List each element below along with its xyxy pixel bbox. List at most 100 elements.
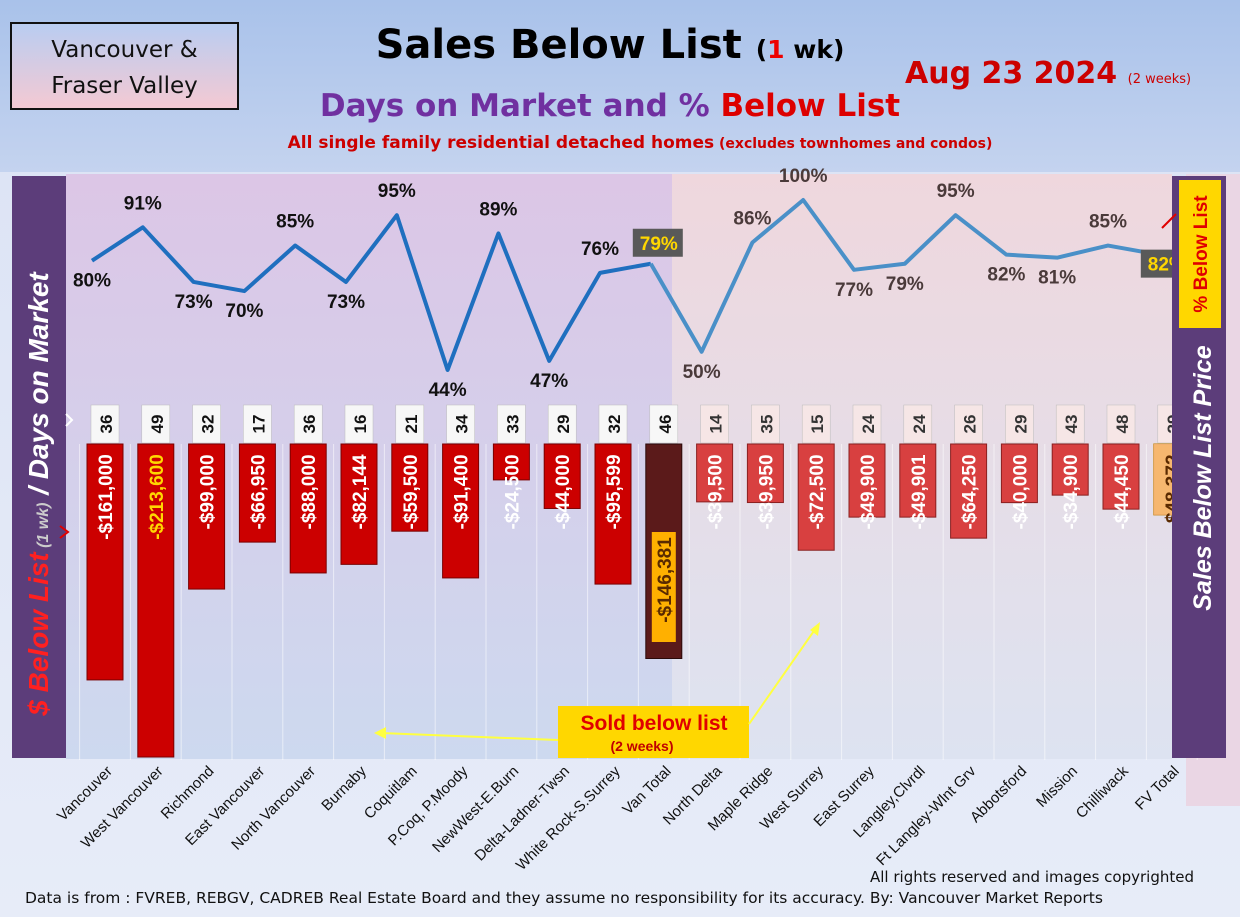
dom-label: 34 [453, 414, 472, 433]
dom-box [141, 404, 171, 444]
dom-label: 46 [656, 415, 675, 434]
bar-value-label: -$59,500 [401, 454, 422, 529]
bar-value-label: -$44,450 [1112, 454, 1133, 529]
annotation-main: Sold below list [580, 712, 727, 735]
dom-label: 49 [148, 415, 167, 434]
pct-label: 79% [640, 234, 678, 255]
annotation-arrowhead-right [810, 622, 820, 636]
dom-box [1106, 404, 1136, 444]
dom-label: 15 [808, 415, 827, 434]
chart-subnote: All single family residential detached h… [180, 133, 1100, 153]
pct-label: 95% [937, 181, 975, 202]
bar-value-label: -$49,900 [858, 454, 879, 529]
bar-value-label: -$34,900 [1061, 454, 1082, 529]
dom-label: 16 [351, 415, 370, 434]
dom-box [293, 404, 323, 444]
below-list-bar [188, 443, 226, 590]
dom-box [344, 404, 374, 444]
title-main: Sales Below List [375, 22, 742, 68]
region-box: Vancouver & Fraser Valley [10, 22, 239, 110]
category-label: Chilliwack [1073, 762, 1133, 822]
dom-box [90, 404, 120, 444]
left-axis-label-red: $ Below List [23, 551, 54, 717]
pct-label: 73% [175, 292, 213, 313]
subnote-small: (excludes townhomes and condos) [714, 136, 993, 152]
annotation-arrow-right [748, 627, 817, 725]
pct-line-van [90, 213, 652, 372]
dom-box [192, 404, 221, 444]
right-box [1179, 180, 1221, 328]
below-list-bar [1102, 443, 1140, 510]
pct-line-fv [649, 198, 1160, 354]
below-list-bar [86, 443, 124, 681]
dom-box [598, 404, 628, 444]
below-list-bar [848, 443, 886, 518]
report-date: Aug 23 2024 (2 weeks) [905, 56, 1235, 91]
dom-box [903, 404, 933, 444]
bar-value-label: -$39,500 [706, 454, 727, 529]
date-main: Aug 23 2024 [905, 56, 1118, 91]
pct-label: 73% [327, 292, 365, 313]
right-axis-label: Sales Below List Price [1189, 345, 1217, 610]
subnote-main: All single family residential detached h… [287, 133, 715, 153]
dom-box [649, 404, 679, 444]
title-unit: wk) [784, 35, 845, 64]
pct-label: 81% [1038, 268, 1076, 289]
dom-label: 36 [97, 415, 116, 434]
annotation-arrow-left [379, 732, 559, 741]
region-line-1: Vancouver & [51, 37, 198, 63]
pct-label: 80% [73, 271, 111, 292]
pct-label: 85% [276, 212, 314, 233]
pct-label: 44% [429, 380, 467, 401]
dom-label: 43 [1062, 415, 1081, 434]
bar-value-label: -$95,599 [604, 454, 625, 529]
dom-box [954, 404, 983, 444]
bar-value-label: -$49,901 [909, 454, 930, 529]
dom-box [497, 404, 526, 444]
pct-label: 50% [683, 362, 721, 383]
bar-value-label: -$88,000 [299, 454, 320, 529]
dom-box [1005, 404, 1034, 444]
bar-value-label: -$146,381 [655, 537, 676, 623]
pct-label: 86% [733, 209, 771, 230]
below-list-bar [746, 443, 784, 504]
annotation-sub: (2 weeks) [610, 738, 673, 754]
below-list-bar [696, 443, 734, 503]
below-list-bar [442, 443, 480, 579]
right-box-label: % Below List [1191, 195, 1212, 313]
bar-value-label: -$91,400 [452, 454, 473, 529]
category-label: Ft Langley-Wlnt Grv [873, 762, 980, 869]
dom-box [801, 404, 831, 444]
dom-label: 33 [503, 415, 522, 434]
dom-label: 48 [1113, 415, 1132, 434]
chart-title: Sales Below List (1 wk) [300, 22, 920, 68]
category-label: NewWest-E.Burn [429, 763, 522, 856]
source-note: Data is from : FVREB, REBGV, CADREB Real… [25, 889, 1103, 907]
below-list-bar [137, 443, 175, 758]
bar-value-label: -$64,250 [960, 454, 981, 529]
below-list-bar [289, 443, 327, 574]
bar-value-label: -$66,950 [248, 454, 269, 529]
dom-label: 32 [199, 415, 218, 434]
dom-label: 35 [757, 415, 776, 434]
date-note: (2 weeks) [1127, 72, 1192, 87]
annotation-arrowhead-left [374, 727, 386, 739]
category-label: FV Total [1132, 763, 1183, 814]
pct-label: 47% [530, 371, 568, 392]
title-num: 1 [767, 35, 785, 64]
left-axis-panel [12, 176, 66, 758]
left-arrow-bar [59, 525, 70, 539]
below-list-bar [797, 443, 835, 551]
below-list-bar [899, 443, 937, 518]
dom-label: 32 [605, 415, 624, 434]
below-list-bar [1051, 443, 1089, 496]
pct-label: 77% [835, 280, 873, 301]
category-label: Mission [1033, 763, 1081, 811]
title-paren: ( [755, 35, 768, 64]
bar-value-label: -$161,000 [96, 454, 117, 540]
dom-label: 24 [859, 414, 878, 433]
bar-value-label: -$44,000 [553, 454, 574, 529]
bar-value-label: -$82,144 [350, 454, 371, 529]
bar-value-label: -$40,000 [1010, 454, 1031, 529]
